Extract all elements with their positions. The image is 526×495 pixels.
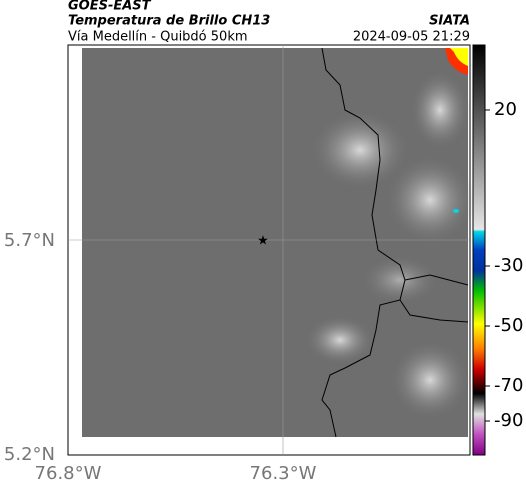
source: SIATA: [429, 14, 470, 29]
colorbar-tick-label: -30: [494, 255, 523, 276]
product: Temperatura de Brillo CH13: [68, 14, 270, 29]
satellite: GOES-EAST: [68, 0, 152, 14]
region: Vía Medellín - Quibdó 50km: [68, 30, 248, 45]
lat-label: 5.7°N: [4, 230, 55, 251]
lon-label: 76.8°W: [35, 463, 102, 484]
colorbar-tick-label: -70: [494, 375, 523, 396]
borders: [321, 47, 469, 438]
lat-label: 5.2°N: [4, 444, 55, 465]
colorbar-tick-label: 20: [494, 99, 517, 120]
colorbar-tick-label: -50: [494, 315, 523, 336]
colorbar: [472, 44, 486, 456]
location-marker: ★: [257, 234, 269, 249]
lon-label: 76.3°W: [250, 463, 317, 484]
datetime: 2024-09-05 21:29: [353, 30, 470, 45]
clouds: [305, 48, 475, 420]
colorbar-tick-label: -90: [494, 410, 523, 431]
